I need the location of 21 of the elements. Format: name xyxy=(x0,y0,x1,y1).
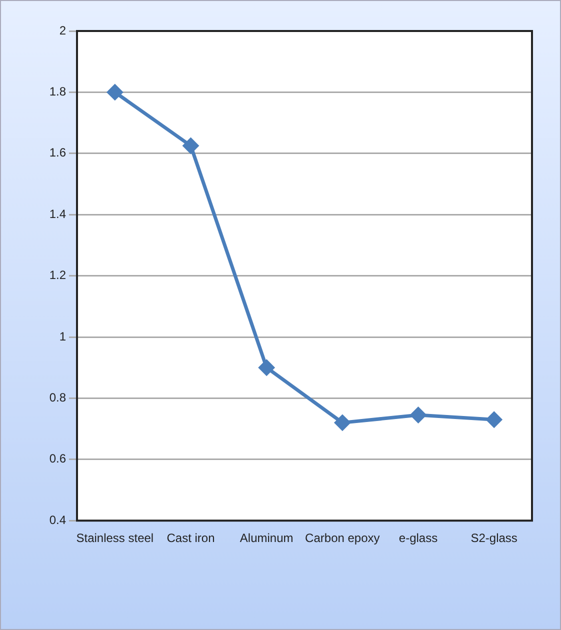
y-tick-label: 1.4 xyxy=(49,206,66,221)
x-tick-label: Cast iron xyxy=(166,531,215,546)
x-tick-label: S2-glass xyxy=(470,531,518,546)
point xyxy=(183,138,198,154)
point xyxy=(258,360,274,376)
y-tick-label: 1 xyxy=(59,329,66,344)
x-tick-label: Stainless steel xyxy=(76,531,154,546)
x-tick-label: Aluminum xyxy=(240,531,294,546)
x-tick-label: Carbon epoxy xyxy=(305,531,380,546)
y-tick-label: 0.8 xyxy=(49,390,66,405)
y-tick-label: 1.2 xyxy=(49,268,66,282)
y-tick-label: 0.4 xyxy=(49,512,66,527)
y-tick-label: 2 xyxy=(59,23,66,38)
x-tick-label: e-glass xyxy=(398,531,438,546)
point xyxy=(486,412,502,428)
y-tick-label: 1.8 xyxy=(49,84,66,99)
point xyxy=(334,414,350,430)
y-tick-label: 1.6 xyxy=(49,146,66,160)
point xyxy=(410,407,426,423)
y-tick-label: 0.6 xyxy=(49,452,66,466)
point xyxy=(107,84,123,100)
